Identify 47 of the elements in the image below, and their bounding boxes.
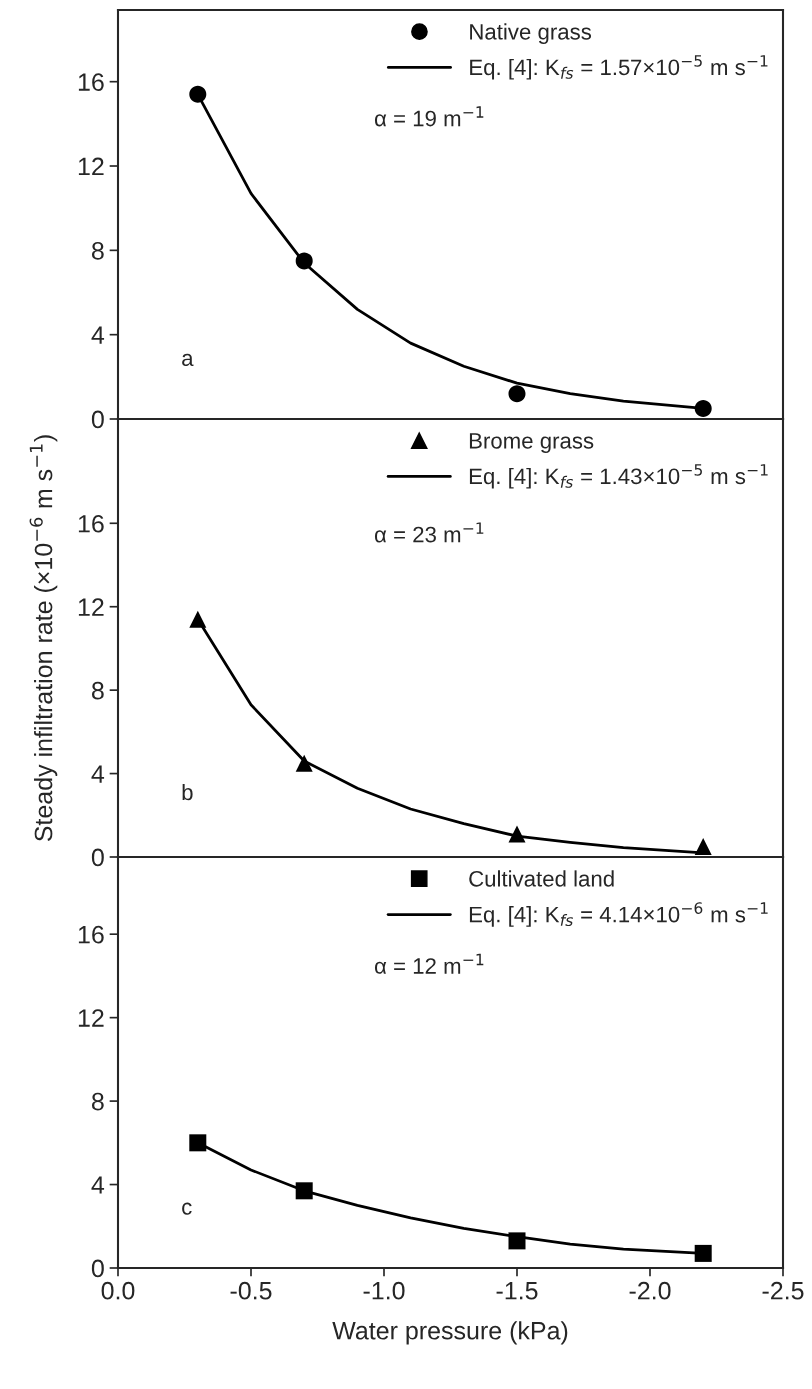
y-tick-label: 4 — [91, 326, 105, 344]
y-tick-label: 4 — [91, 1176, 105, 1194]
x-tick-label: -2.5 — [762, 1281, 804, 1300]
annotation: c — [182, 1202, 192, 1215]
legend-label: Brome grass — [469, 433, 594, 454]
y-tick-label: 12 — [78, 1009, 104, 1027]
x-tick-label: -2.0 — [629, 1281, 671, 1300]
legend-label: Eq. [4]: K$_{fs}$ = 1.43×10$^{−5}$ m s$^{−1}$ — [469, 464, 768, 489]
point — [508, 1232, 526, 1250]
legend-label: Eq. [4]: K$_{fs}$ = 4.14×10$^{−6}$ m s$^{−1}$ — [469, 902, 768, 927]
annotation: a — [182, 353, 194, 367]
point — [189, 610, 207, 628]
y-tick-label: 0 — [91, 1259, 104, 1278]
point — [694, 838, 712, 856]
y-tick-label: 12 — [78, 598, 104, 616]
y-tick-label: 16 — [78, 73, 104, 91]
legend-label: Cultivated land — [469, 870, 614, 887]
y-tick-label: 12 — [78, 157, 104, 176]
y-tick-label: 0 — [91, 848, 104, 867]
annotation: α = 23 m$^{−1}$ — [374, 522, 484, 543]
legend-label: Native grass — [470, 23, 592, 45]
point — [189, 1134, 207, 1152]
annotation: α = 19 m$^{−1}$ — [374, 106, 484, 127]
point — [694, 399, 712, 417]
y-tick-label: 8 — [91, 681, 104, 700]
y-tick-label: 0 — [91, 410, 104, 429]
y-tick-label: 16 — [78, 925, 104, 944]
annotation: b — [182, 783, 193, 801]
x-tick-label: -1.5 — [496, 1282, 538, 1300]
legend-label: Eq. [4]: K$_{fs}$ = 1.57×10$^{−5}$ m s$^{−1}$ — [470, 55, 768, 80]
point — [508, 825, 526, 843]
point — [189, 85, 207, 103]
annotation: α = 12 m$^{−1}$ — [374, 953, 484, 974]
y-tick-label: 8 — [91, 241, 104, 260]
point — [295, 1182, 313, 1200]
x-tick-label: 0.0 — [101, 1281, 135, 1300]
point — [295, 252, 313, 270]
x-axis-title: Water pressure (kPa) — [332, 1321, 568, 1345]
y-tick-label: 16 — [78, 514, 104, 533]
point — [508, 385, 526, 403]
point — [694, 1244, 712, 1262]
x-tick-label: -1.0 — [363, 1281, 405, 1300]
y-axis-title: Steady infiltration rate (×10$^{−6}$ m s$^{−1}$) — [29, 435, 58, 842]
y-tick-label: 4 — [91, 765, 105, 783]
x-tick-label: -0.5 — [230, 1281, 272, 1300]
y-tick-label: 8 — [91, 1092, 104, 1111]
point — [295, 754, 313, 772]
